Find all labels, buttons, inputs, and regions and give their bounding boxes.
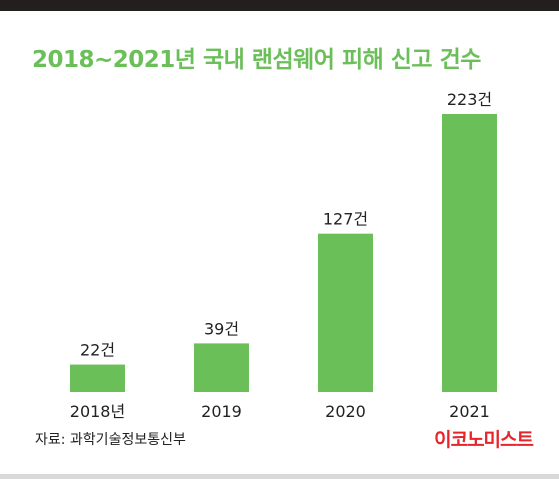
x-tick-label-2019: 2019 (201, 402, 242, 421)
source-note: 자료: 과학기술정보통신부 (35, 432, 186, 448)
bar-2018년 (70, 364, 125, 392)
bar-2021 (442, 114, 497, 392)
chart-title: 2018~2021년 국내 랜섬웨어 피해 신고 건수 (32, 47, 481, 73)
data-label-2020: 127건 (323, 210, 368, 229)
x-tick-label-2020: 2020 (325, 402, 366, 421)
data-label-2018년: 22건 (80, 341, 115, 360)
publisher-logo: 이코노미스트 (434, 429, 534, 451)
bar-2019 (194, 343, 249, 392)
top-band (0, 0, 559, 11)
bottom-divider (0, 474, 559, 479)
data-label-2021: 223건 (447, 90, 492, 109)
x-tick-label-2018년: 2018년 (70, 402, 125, 421)
x-tick-label-2021: 2021 (449, 402, 490, 421)
data-label-2019: 39건 (204, 319, 239, 338)
bar-2020 (318, 233, 373, 392)
